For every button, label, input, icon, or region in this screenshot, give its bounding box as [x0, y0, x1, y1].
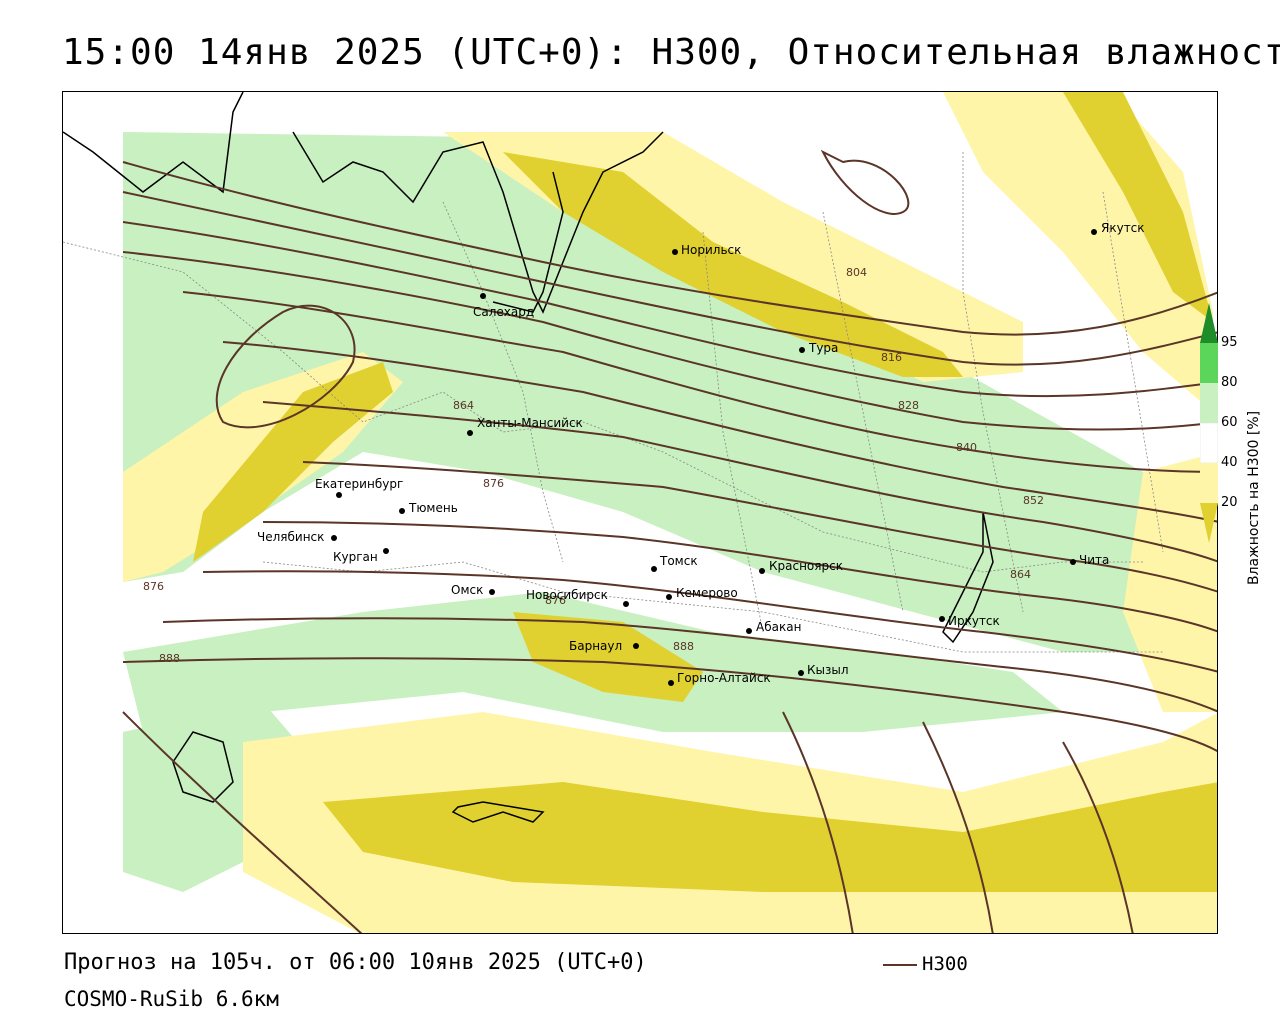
- city-norilsk: Норильск: [672, 243, 741, 257]
- map-canvas: 804 816 828 840 852 864 876 864 876 876 …: [63, 92, 1217, 933]
- colorbar-tick: 80: [1221, 375, 1238, 390]
- svg-text:Барнаул: Барнаул: [569, 639, 622, 653]
- colorbar-swatch-60: [1200, 383, 1218, 423]
- svg-text:Салехард: Салехард: [473, 305, 534, 319]
- colorbar-tick: 60: [1221, 415, 1238, 430]
- city-abakan: Абакан: [746, 620, 801, 634]
- city-tyumen: Тюмень: [399, 501, 458, 515]
- city-tura: Тура: [799, 341, 838, 355]
- contour-label: 888: [159, 652, 180, 665]
- model-name: COSMO-RuSib 6.6км: [64, 987, 279, 1011]
- dry-area-south-dark: [323, 782, 1217, 892]
- city-irkutsk: Иркутск: [939, 614, 1000, 628]
- dry-area-north-dark: [503, 152, 963, 377]
- contour-label: 840: [956, 441, 977, 454]
- forecast-info: Прогноз на 105ч. от 06:00 10янв 2025 (UT…: [64, 950, 647, 975]
- city-kurgan: Курган: [333, 548, 389, 564]
- city-chelyabinsk: Челябинск: [257, 530, 337, 544]
- cities: Якутск Норильск Салехард Тура Ханты-Манс…: [257, 221, 1145, 686]
- city-chita: Чита: [1070, 553, 1109, 567]
- colorbar-title: Влажность на H300 [%]: [1246, 410, 1262, 585]
- svg-text:Норильск: Норильск: [681, 243, 741, 257]
- contour-label: 852: [1023, 494, 1044, 507]
- svg-text:Кемерово: Кемерово: [676, 586, 738, 600]
- svg-text:Омск: Омск: [451, 583, 483, 597]
- contour-label: 876: [143, 580, 164, 593]
- contour-label: 864: [453, 399, 474, 412]
- city-omsk: Омск: [451, 583, 495, 597]
- city-barnaul: Барнаул: [569, 639, 639, 653]
- city-tomsk: Томск: [651, 554, 698, 572]
- svg-text:Красноярск: Красноярск: [769, 559, 843, 573]
- colorbar-cap-bottom: [1200, 503, 1218, 543]
- dry-area-ne2: [1063, 92, 1213, 322]
- dry-area-ural-dark: [193, 362, 393, 562]
- colorbar-swatch-40: [1200, 422, 1218, 464]
- moist-area-west: [123, 132, 1193, 652]
- svg-text:Ханты-Мансийск: Ханты-Мансийск: [477, 416, 583, 430]
- city-krasnoyarsk: Красноярск: [759, 559, 843, 574]
- contour-labels: 804 816 828 840 852 864 876 864 876 876 …: [143, 266, 1044, 665]
- colorbar-tick: 40: [1221, 455, 1238, 470]
- svg-text:Томск: Томск: [659, 554, 698, 568]
- legend-label: H300: [922, 953, 968, 975]
- city-novosibirsk: Новосибирск: [526, 588, 629, 607]
- svg-text:Новосибирск: Новосибирск: [526, 588, 608, 602]
- colorbar-swatch-80: [1200, 343, 1218, 383]
- contour-label: 888: [673, 640, 694, 653]
- svg-text:Абакан: Абакан: [756, 620, 801, 634]
- contour-label: 816: [881, 351, 902, 364]
- city-kemerovo: Кемерово: [666, 586, 738, 600]
- city-khanty-mansiysk: Ханты-Мансийск: [467, 416, 583, 436]
- svg-text:Екатеринбург: Екатеринбург: [315, 477, 403, 491]
- dry-area-altai: [513, 612, 703, 702]
- colorbar-cap-top: [1200, 303, 1218, 343]
- page-title: 15:00 14янв 2025 (UTC+0): H300, Относите…: [62, 32, 1280, 73]
- svg-text:Кызыл: Кызыл: [807, 663, 849, 677]
- city-kyzyl: Кызыл: [798, 663, 849, 677]
- coastline: [63, 92, 994, 823]
- svg-text:Чита: Чита: [1079, 553, 1109, 567]
- city-yakutsk: Якутск: [1091, 221, 1145, 235]
- svg-text:Тюмень: Тюмень: [408, 501, 458, 515]
- svg-text:Курган: Курган: [333, 550, 378, 564]
- contour-label: 876: [483, 477, 504, 490]
- svg-text:Горно-Алтайск: Горно-Алтайск: [677, 671, 771, 685]
- svg-text:Иркутск: Иркутск: [948, 614, 1000, 628]
- contour-label: 804: [846, 266, 867, 279]
- colorbar-tick: 20: [1221, 495, 1238, 510]
- svg-text:Якутск: Якутск: [1101, 221, 1145, 235]
- city-yekaterinburg: Екатеринбург: [315, 477, 403, 498]
- colorbar: [1200, 303, 1218, 543]
- svg-text:Тура: Тура: [808, 341, 838, 355]
- humidity-field: [123, 92, 1217, 933]
- city-salekhard: Салехард: [473, 293, 534, 319]
- legend-line-swatch: [883, 964, 917, 966]
- colorbar-tick: 95: [1221, 335, 1238, 350]
- borders: [63, 152, 1164, 653]
- contour-label: 828: [898, 399, 919, 412]
- svg-text:Челябинск: Челябинск: [257, 530, 324, 544]
- colorbar-swatch-20: [1200, 463, 1218, 503]
- h300-contours: [122, 149, 1217, 933]
- contour-label: 864: [1010, 568, 1031, 581]
- city-gorno-altaysk: Горно-Алтайск: [668, 671, 771, 686]
- map[interactable]: 804 816 828 840 852 864 876 864 876 876 …: [62, 91, 1218, 934]
- contour-label: 876: [545, 594, 566, 607]
